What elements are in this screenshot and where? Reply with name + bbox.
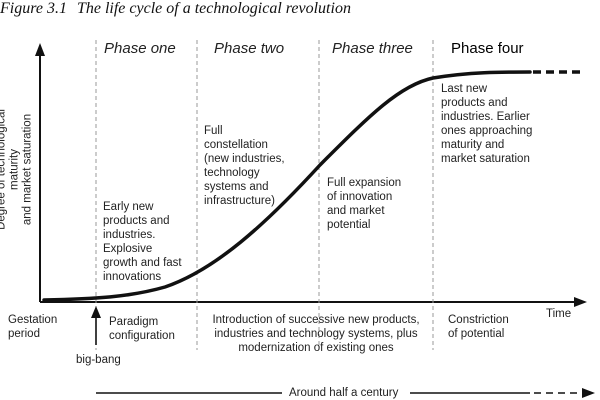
phase-three-description: Full expansion of innovation and market … (327, 177, 402, 231)
big-bang-label: big-bang (76, 354, 121, 366)
phase-two-label: Phase two (214, 40, 285, 57)
paradigm-configuration-label: Paradigm configuration (109, 316, 175, 342)
y-axis-label: Degree of technological maturity and mar… (0, 109, 34, 230)
figure-title: The life cycle of a technological revolu… (76, 0, 351, 17)
x-axis-arrowhead (574, 297, 587, 307)
phase-four-label: Phase four (451, 40, 524, 57)
life-cycle-curve (42, 70, 532, 302)
phase-one-label: Phase one (104, 40, 176, 57)
x-axis-label: Time (546, 308, 572, 320)
constriction-label: Constriction of potential (448, 314, 509, 340)
gestation-period-label: Gestation period (8, 314, 58, 340)
figure-number: Figure 3.1 (0, 0, 67, 17)
phase-two-description: Full constellation (new industries, tech… (204, 125, 285, 207)
duration-arrowhead (582, 388, 595, 398)
big-bang-arrowhead (91, 306, 101, 318)
y-axis-arrowhead (35, 43, 45, 56)
duration-label: Around half a century (289, 387, 399, 399)
phase-four-description: Last new products and industries. Earlie… (441, 83, 533, 165)
phase-one-description: Early new products and industries. Explo… (103, 201, 182, 283)
phase-three-label: Phase three (332, 40, 413, 57)
figure-caption: Figure 3.1 The life cycle of a technologi… (0, 0, 351, 18)
introduction-label: Introduction of successive new products,… (212, 314, 420, 354)
